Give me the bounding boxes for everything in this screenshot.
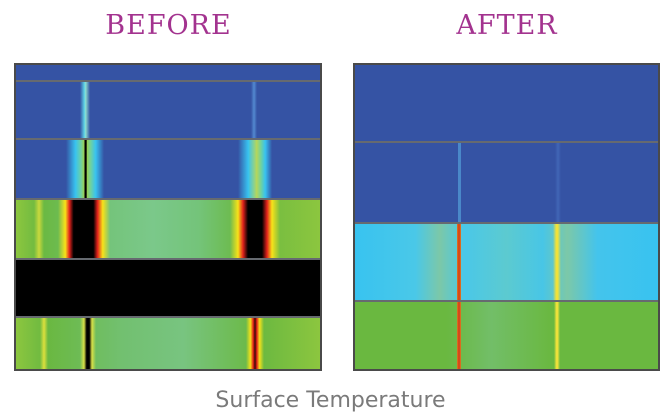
before-hotspot-right (230, 200, 280, 258)
before-divider-3 (16, 198, 320, 200)
before-hotspot-right (238, 140, 272, 198)
before-band-5 (16, 260, 320, 316)
before-divider-4 (16, 258, 320, 260)
after-hotspot-left (457, 224, 461, 300)
before-band-3 (16, 140, 320, 198)
before-band-1 (16, 65, 320, 80)
after-divider-1 (355, 141, 658, 143)
after-hotspot-left (458, 143, 461, 222)
after-band-3 (355, 224, 658, 300)
before-hotspot-left (80, 318, 96, 369)
before-hotspot-left (40, 318, 48, 369)
before-hotspot-left (66, 140, 104, 198)
before-divider-2 (16, 138, 320, 140)
after-divider-2 (355, 222, 658, 224)
after-band-1 (355, 65, 658, 141)
before-hotspot-left (34, 200, 44, 258)
before-hotspot-left (58, 200, 110, 258)
before-hotspot-left (80, 82, 90, 138)
after-hotspot-right (553, 224, 561, 300)
after-hotspot-right (554, 302, 560, 369)
before-heading: BEFORE (105, 10, 232, 41)
after-hotspot-left (457, 302, 461, 369)
after-heading: AFTER (456, 10, 558, 41)
before-band-6 (16, 318, 320, 369)
before-thermal-panel (14, 63, 322, 371)
before-band-2 (16, 82, 320, 138)
before-divider-5 (16, 316, 320, 318)
after-divider-3 (355, 300, 658, 302)
after-band-4 (355, 302, 658, 369)
before-divider-1 (16, 80, 320, 82)
after-band-2 (355, 143, 658, 222)
after-thermal-panel (353, 63, 660, 371)
before-hotspot-right (251, 82, 257, 138)
after-hotspot-right (555, 143, 561, 222)
before-band-4 (16, 200, 320, 258)
before-hotspot-right (246, 318, 264, 369)
caption: Surface Temperature (215, 388, 446, 413)
